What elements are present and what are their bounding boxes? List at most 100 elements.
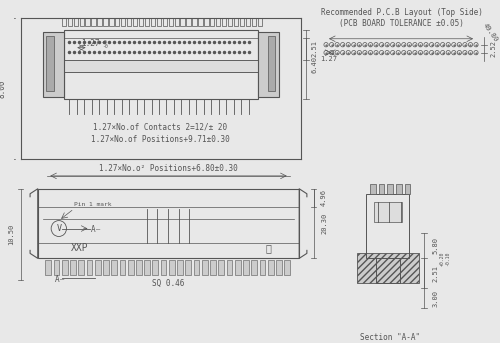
Bar (160, 260, 166, 275)
Bar (168, 18, 173, 26)
Bar (246, 18, 250, 26)
Bar (169, 260, 174, 275)
Bar (120, 260, 126, 275)
Bar (62, 260, 68, 275)
Bar (139, 18, 143, 26)
Bar (252, 260, 257, 275)
Bar (186, 260, 191, 275)
Bar (210, 260, 216, 275)
Bar (42, 32, 64, 97)
Bar (145, 18, 149, 26)
Bar (252, 18, 256, 26)
Bar (370, 184, 376, 194)
Bar (86, 260, 92, 275)
Bar (374, 202, 402, 222)
Text: 1.27×No.of Positions+9.71±0.30: 1.27×No.of Positions+9.71±0.30 (91, 134, 230, 144)
Bar (218, 260, 224, 275)
Bar (258, 32, 279, 97)
Bar (74, 18, 78, 26)
Bar (95, 260, 100, 275)
Text: 1.27×No.of Contacts 2=12/± 20: 1.27×No.of Contacts 2=12/± 20 (94, 123, 228, 132)
Bar (144, 260, 150, 275)
Bar (104, 18, 108, 26)
Bar (268, 260, 274, 275)
Bar (64, 60, 258, 72)
Bar (378, 184, 384, 194)
Bar (136, 260, 142, 275)
Bar (156, 18, 161, 26)
Bar (103, 260, 109, 275)
Text: +0: +0 (102, 40, 108, 45)
Bar (115, 18, 119, 26)
Bar (109, 18, 114, 26)
Bar (216, 18, 220, 26)
Text: A: A (54, 275, 59, 284)
Text: 1.27: 1.27 (320, 56, 338, 62)
Bar (226, 260, 232, 275)
Bar (192, 18, 196, 26)
Text: 2.51: 2.51 (432, 265, 438, 282)
Text: Recommended P.C.B Layout (Top Side)
(PCB BOARD TOLERANCE ±0.05): Recommended P.C.B Layout (Top Side) (PCB… (321, 8, 482, 27)
Bar (177, 260, 183, 275)
Text: ⒲: ⒲ (266, 244, 272, 253)
Bar (62, 18, 66, 26)
Bar (376, 258, 400, 283)
Text: —: — (60, 276, 64, 282)
Text: SQ 0.46: SQ 0.46 (152, 279, 184, 288)
Bar (210, 18, 214, 26)
Text: A: A (91, 225, 96, 234)
Bar (92, 18, 96, 26)
Bar (70, 260, 76, 275)
Text: 49.80: 49.80 (482, 22, 499, 43)
Bar (174, 18, 179, 26)
Text: Pin 1 mark: Pin 1 mark (74, 202, 112, 207)
Bar (64, 30, 258, 99)
Text: 1.27×No.o² Positions+6.80±0.30: 1.27×No.o² Positions+6.80±0.30 (98, 164, 237, 174)
Bar (268, 36, 276, 92)
Text: 20.30: 20.30 (321, 213, 327, 234)
Bar (260, 260, 266, 275)
Bar (222, 18, 226, 26)
Bar (54, 260, 60, 275)
Bar (180, 18, 185, 26)
Bar (162, 18, 167, 26)
Bar (151, 18, 155, 26)
Bar (276, 260, 282, 275)
Bar (152, 260, 158, 275)
Text: 6.40: 6.40 (312, 56, 318, 73)
Bar (127, 18, 132, 26)
Bar (284, 260, 290, 275)
Text: 5.80: 5.80 (432, 237, 438, 254)
Bar (366, 194, 410, 258)
Bar (235, 260, 240, 275)
Bar (198, 18, 202, 26)
Text: —: — (96, 226, 100, 233)
Bar (80, 18, 84, 26)
Text: 8.00: 8.00 (0, 79, 7, 98)
Bar (228, 18, 232, 26)
Bar (133, 18, 138, 26)
Text: -0: -0 (102, 44, 108, 49)
Text: 2.51: 2.51 (312, 40, 318, 57)
Bar (112, 260, 117, 275)
Text: 4.96: 4.96 (321, 189, 327, 206)
Bar (121, 18, 126, 26)
Bar (86, 18, 90, 26)
Bar (243, 260, 249, 275)
Text: 2.52: 2.52 (490, 40, 496, 57)
Bar (46, 260, 51, 275)
Bar (194, 260, 200, 275)
Text: XXP: XXP (72, 244, 89, 253)
Text: V: V (56, 224, 62, 233)
Bar (404, 184, 410, 194)
Bar (186, 18, 190, 26)
Bar (202, 260, 207, 275)
Bar (204, 18, 208, 26)
Bar (98, 18, 102, 26)
Bar (68, 18, 72, 26)
Bar (240, 18, 244, 26)
Bar (38, 189, 299, 258)
Text: 10.50: 10.50 (8, 224, 14, 245)
Bar (356, 253, 419, 283)
Bar (388, 184, 393, 194)
